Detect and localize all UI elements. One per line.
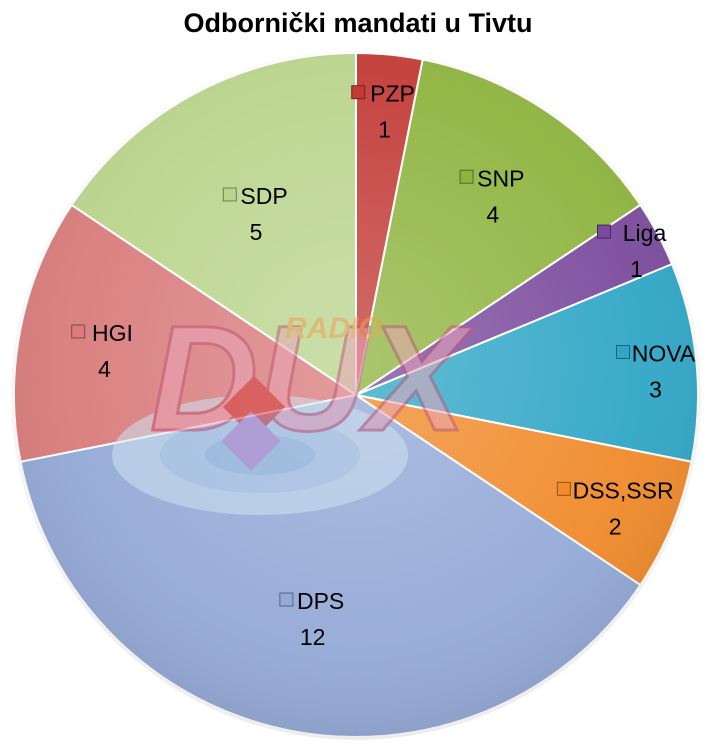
slice-label-snp: SNP 4 <box>459 165 524 227</box>
slice-category-label: SDP <box>240 183 287 209</box>
slice-label-dps: DPS 12 <box>279 588 344 650</box>
slice-value-label: 1 <box>378 117 391 143</box>
legend-swatch <box>616 345 631 360</box>
legend-swatch <box>351 85 366 100</box>
slice-label-sdp: SDP 5 <box>222 183 288 245</box>
legend-swatch <box>71 324 86 339</box>
slice-category-label: DPS <box>297 588 344 614</box>
watermark-text: DUX <box>150 294 475 462</box>
slice-value-label: 12 <box>300 624 326 650</box>
legend-swatch <box>222 187 237 202</box>
slice-category-label: NOVA <box>632 341 696 367</box>
slice-category-label: PZP <box>370 81 415 107</box>
slice-label-hgi: HGI 4 <box>71 320 133 382</box>
slice-label-pzp: PZP 1 <box>351 81 415 143</box>
radio-dux-watermark: DUX RADIO <box>112 293 476 515</box>
slice-label-liga: Liga 1 <box>597 220 667 282</box>
slice-value-label: 3 <box>649 377 662 403</box>
watermark-subtext: RADIO <box>285 312 382 345</box>
slice-category-label: HGI <box>92 320 133 346</box>
slice-category-label: Liga <box>623 220 667 246</box>
slice-value-label: 4 <box>98 356 111 382</box>
slice-value-label: 1 <box>630 256 643 282</box>
slice-value-label: 2 <box>609 513 622 539</box>
slice-value-label: 5 <box>250 219 263 245</box>
legend-swatch <box>279 592 294 607</box>
slice-label-nova: NOVA 3 <box>616 341 696 403</box>
chart-title: Odbornički mandati u Tivtu <box>183 8 533 38</box>
slice-label-dss-ssr: DSS,SSR 2 <box>556 477 674 539</box>
slice-value-label: 4 <box>486 201 499 227</box>
slice-category-label: SNP <box>477 165 524 191</box>
slice-category-label: DSS,SSR <box>573 477 674 503</box>
legend-swatch <box>597 224 612 239</box>
legend-swatch <box>459 169 474 184</box>
legend-swatch <box>556 481 571 496</box>
